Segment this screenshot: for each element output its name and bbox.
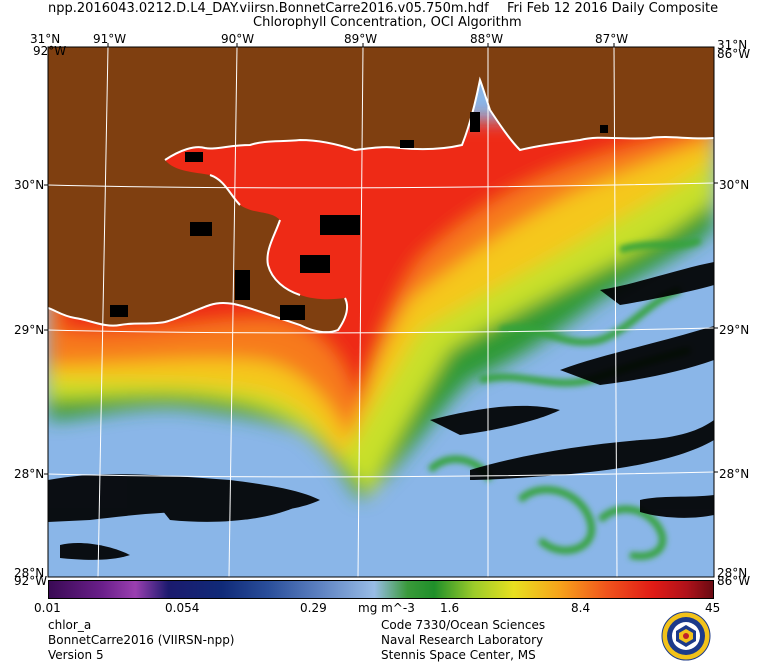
lon-label-87: 87°W — [595, 32, 629, 46]
lon-label-89: 89°W — [344, 32, 378, 46]
corner-top-right-lon: 86°W — [717, 47, 751, 61]
corner-bottom-right-lon: 86°W — [717, 574, 751, 588]
cloud-mask — [48, 262, 714, 560]
colorbar-tick-2: 0.29 — [300, 601, 327, 615]
filename-label: npp.2016043.0212.D.L4_DAY.viirsn.BonnetC… — [48, 1, 489, 16]
lat-label-left-30: 30°N — [14, 178, 45, 192]
colorbar-tick-0: 0.01 — [34, 601, 61, 615]
footer-lab: Naval Research Laboratory — [381, 633, 544, 647]
marsh-speckles — [110, 112, 608, 320]
chlorophyll-map — [44, 43, 718, 578]
product-title: Chlorophyll Concentration, OCI Algorithm — [253, 15, 522, 30]
colorbar-tick-1: 0.054 — [165, 601, 200, 615]
corner-top-left-lat: 31°N — [30, 32, 61, 46]
coastline — [48, 76, 714, 334]
colorbar-tick-4: 8.4 — [571, 601, 591, 615]
colorbar — [48, 580, 714, 599]
lat-label-right-28: 28°N — [719, 467, 750, 481]
lon-label-88: 88°W — [470, 32, 504, 46]
lat-label-right-29: 29°N — [719, 323, 750, 337]
date-label: Fri Feb 12 2016 Daily Composite — [507, 1, 719, 16]
lat-label-left-29: 29°N — [14, 323, 45, 337]
lon-label-90: 90°W — [221, 32, 255, 46]
footer-code: Code 7330/Ocean Sciences — [381, 618, 546, 632]
land-area — [48, 47, 714, 333]
corner-top-left-lon: 92°W — [33, 44, 67, 58]
colorbar-tick-3: 1.6 — [440, 601, 460, 615]
colorbar-tick-5: 45 — [705, 601, 721, 615]
map-frame — [47, 46, 715, 578]
lat-label-left-28: 28°N — [14, 467, 45, 481]
lon-label-91: 91°W — [93, 32, 127, 46]
nrl-seal-icon — [661, 611, 711, 661]
footer-region: BonnetCarre2016 (VIIRSN-npp) — [48, 633, 235, 647]
footer-variable: chlor_a — [48, 618, 92, 632]
corner-top-right-lat: 31°N — [717, 38, 748, 52]
corner-bottom-right-lat: 28°N — [717, 566, 748, 580]
corner-bottom-left-lat: 28°N — [14, 566, 45, 580]
footer-version: Version 5 — [48, 648, 104, 662]
corner-bottom-left-lon: 92°W — [14, 574, 48, 588]
colorbar-units: mg m^-3 — [358, 601, 415, 615]
footer-location: Stennis Space Center, MS — [381, 648, 536, 662]
graticule — [48, 47, 714, 577]
axis-ticks — [44, 43, 718, 475]
lat-label-right-30: 30°N — [719, 178, 750, 192]
